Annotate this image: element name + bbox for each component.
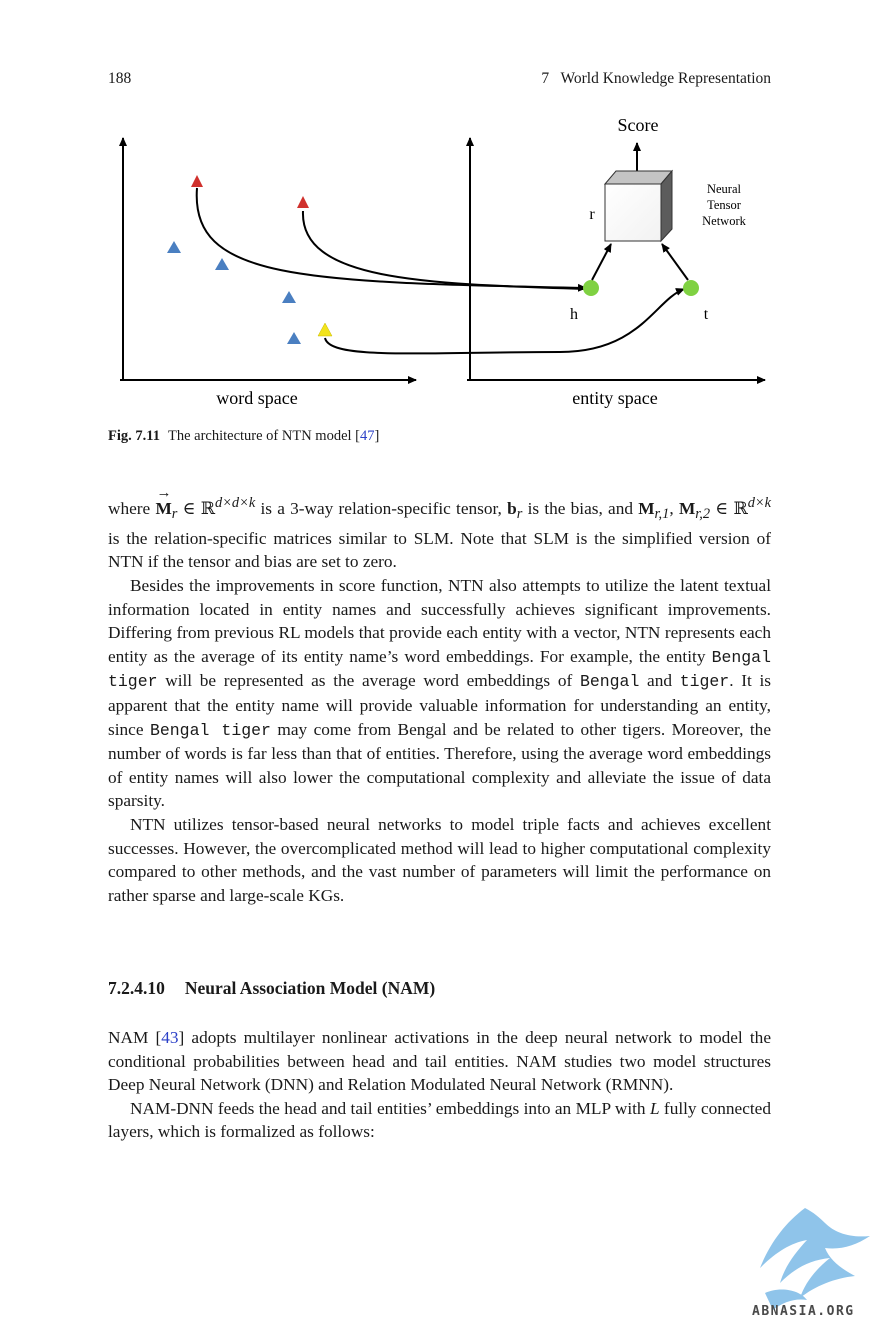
figure-caption: Fig. 7.11 The architecture of NTN model [… — [108, 428, 380, 444]
entity-space-label: entity space — [572, 388, 657, 408]
section-number: 7.2.4.10 — [108, 978, 165, 998]
page-header: 188 7 World Knowledge Representation — [108, 70, 771, 92]
blue-triangle-4 — [287, 332, 301, 344]
relation-r-label: r — [589, 206, 595, 223]
page-number: 188 — [108, 70, 132, 87]
paragraph-tensor-definition: where Mr ∈ ℝd×d×k is a 3-way relation-sp… — [108, 482, 771, 574]
curve-red2-to-h — [301, 210, 587, 290]
citation-link[interactable]: 43 — [161, 1028, 179, 1047]
curve-red1-to-h — [195, 187, 587, 292]
blue-triangle-3 — [282, 291, 296, 303]
tensor-symbol: M — [155, 482, 171, 521]
ntn-label-line1: Neural — [707, 182, 742, 196]
running-title: 7 World Knowledge Representation — [541, 70, 771, 87]
ntn-figure: Score r h t Neural Tensor Network word s… — [119, 115, 766, 408]
ntn-label-line3: Network — [702, 214, 746, 228]
caption-text: The architecture of NTN model [ — [167, 428, 361, 444]
arrow-h-to-ntn — [591, 243, 612, 281]
watermark-text: ABNASIA.ORG — [752, 1304, 855, 1319]
tail-t-label: t — [704, 306, 709, 323]
body-text-top: where Mr ∈ ℝd×d×k is a 3-way relation-sp… — [108, 482, 772, 907]
blue-triangle-1 — [167, 241, 181, 253]
red-triangle-1 — [191, 175, 203, 187]
paragraph-nam-intro: NAM [43] adopts multilayer nonlinear act… — [108, 1028, 771, 1095]
watermark-logo — [760, 1208, 870, 1310]
yellow-triangle — [317, 322, 333, 337]
citation-link[interactable]: 47 — [360, 428, 375, 444]
blue-triangle-2 — [215, 258, 229, 270]
paragraph-nam-dnn: NAM-DNN feeds the head and tail entities… — [108, 1098, 771, 1142]
curve-yellow-to-t — [324, 288, 685, 355]
section-heading: 7.2.4.10 Neural Association Model (NAM) — [108, 978, 435, 999]
word-space-label: word space — [216, 388, 297, 408]
head-h-label: h — [570, 306, 578, 323]
section-title: Neural Association Model (NAM) — [184, 978, 436, 998]
paragraph-textual-info: Besides the improvements in score functi… — [108, 576, 772, 811]
arrow-t-to-ntn — [661, 243, 689, 281]
tail-entity-node — [683, 280, 699, 296]
figure-label: Fig. 7.11 — [108, 428, 160, 444]
ntn-label-line2: Tensor — [707, 198, 742, 212]
body-text-bottom: NAM [43] adopts multilayer nonlinear act… — [108, 1026, 771, 1144]
head-entity-node — [583, 280, 599, 296]
red-triangle-2 — [297, 196, 309, 208]
paragraph-ntn-summary: NTN utilizes tensor-based neural network… — [108, 814, 771, 905]
score-label: Score — [618, 115, 659, 135]
ntn-cube — [603, 169, 674, 243]
